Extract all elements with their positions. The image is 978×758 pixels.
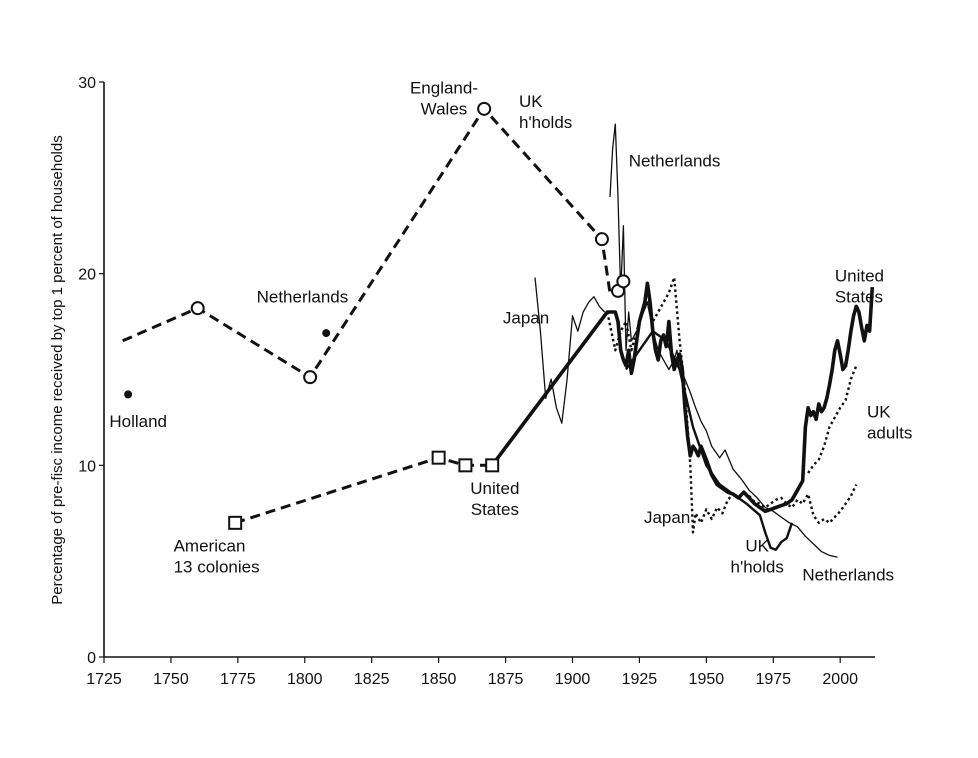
x-tick-label: 1825	[354, 671, 390, 688]
x-tick-label: 1925	[622, 671, 658, 688]
annotation-label: Holland	[109, 412, 167, 431]
annotation-label: UK adults	[867, 402, 912, 442]
marker-square	[485, 458, 500, 473]
marker-square	[431, 450, 446, 465]
x-tick-label: 1850	[421, 671, 457, 688]
x-tick-label: 1950	[689, 671, 725, 688]
series-line-3	[609, 123, 838, 558]
x-tick-label: 1725	[86, 671, 122, 688]
marker-square	[458, 458, 473, 473]
marker-circle	[616, 274, 631, 289]
x-tick-label: 1750	[153, 671, 189, 688]
y-tick-label: 0	[87, 650, 96, 667]
marker-circle	[594, 232, 609, 247]
annotation-label: Netherlands	[629, 151, 721, 170]
annotation-layer: England-Wales UK h'holds Netherlands Netherl…	[109, 79, 912, 585]
annotation-label: United States	[470, 479, 519, 519]
x-tick-label: 1975	[755, 671, 791, 688]
annotation-label: England-Wales	[410, 79, 478, 119]
annotation-label: Netherlands	[257, 287, 349, 306]
x-tick-label: 1800	[287, 671, 323, 688]
y-tick-label: 20	[78, 267, 96, 284]
annotation-label: Netherlands	[802, 565, 894, 584]
series-line-1	[234, 456, 493, 525]
y-tick-label: 10	[78, 458, 96, 475]
annotation-label: United States	[835, 266, 884, 306]
series-line-6	[807, 365, 858, 474]
annotation-label: UK h'holds	[731, 537, 784, 577]
annotation-label: American 13 colonies	[174, 537, 260, 577]
axes: 1725 1750 1775 1800 1825 1850 1875 1900 1925 1950…	[78, 75, 875, 688]
x-tick-label: 1900	[555, 671, 591, 688]
marker-circle	[190, 301, 205, 316]
annotation-label: Japan	[503, 309, 549, 328]
series-layer	[122, 107, 875, 558]
marker-dot	[322, 329, 331, 338]
marker-circle	[303, 370, 318, 385]
y-axis-label: Percentage of pre-fisc income received b…	[49, 135, 66, 604]
x-tick-label: 1775	[220, 671, 256, 688]
series-line-5	[606, 276, 858, 534]
marker-circle	[477, 101, 492, 116]
series-line-0	[122, 107, 612, 379]
series-line-7	[534, 277, 606, 424]
marker-square	[228, 515, 243, 530]
annotation-label: Japan	[644, 508, 690, 527]
y-tick-label: 30	[78, 75, 96, 92]
marker-layer	[124, 101, 631, 530]
marker-dot	[124, 390, 133, 399]
x-tick-label: 1875	[488, 671, 524, 688]
annotation-label: UK h'holds	[519, 92, 572, 132]
x-tick-label: 2000	[822, 671, 858, 688]
